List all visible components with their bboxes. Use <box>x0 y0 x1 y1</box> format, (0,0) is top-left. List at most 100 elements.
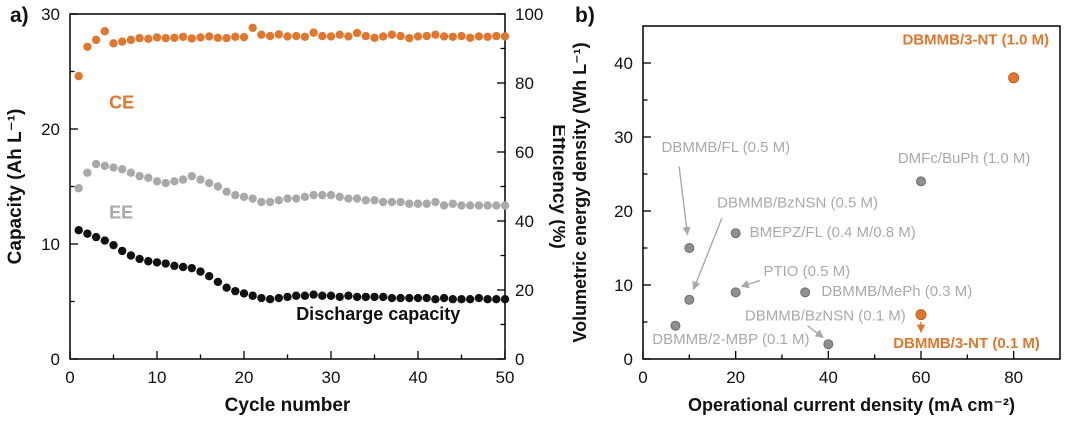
data-point <box>439 32 449 41</box>
leader-arrow <box>692 218 723 291</box>
data-point <box>274 196 283 205</box>
point-label: BMEPZ/FL (0.4 M/0.8 M) <box>750 224 916 241</box>
data-point <box>466 295 475 304</box>
point-label: DBMMB/BzNSN (0.5 M) <box>717 194 878 211</box>
data-point <box>352 194 362 203</box>
data-point <box>344 194 353 203</box>
ee-series <box>74 159 510 210</box>
data-point <box>205 32 214 41</box>
data-point <box>178 262 188 272</box>
data-point <box>118 37 127 46</box>
y-right-tick-label: 0 <box>515 350 524 369</box>
data-point <box>152 177 162 186</box>
data-point <box>466 201 475 210</box>
data-point <box>457 31 466 41</box>
y-axis-left-label: Capacity (Ah L⁻¹) <box>5 109 26 265</box>
series-annotation: EE <box>109 203 133 223</box>
point-label: DBMMB/BzNSN (0.1 M) <box>745 308 906 325</box>
data-point <box>239 192 249 202</box>
x-tick-label: 50 <box>496 368 515 387</box>
data-point <box>379 292 388 302</box>
data-point <box>422 199 431 208</box>
data-point <box>257 293 266 303</box>
y-right-tick-label: 80 <box>515 74 534 93</box>
data-point <box>274 293 283 303</box>
data-point <box>405 33 414 43</box>
y-left-tick-label: 10 <box>41 235 60 254</box>
panel-b-tag: b) <box>575 4 595 27</box>
data-point <box>396 197 405 207</box>
data-point <box>283 32 292 41</box>
data-point <box>413 32 423 41</box>
data-point <box>500 295 510 304</box>
data-point <box>196 267 205 276</box>
panel-b-chart: 0 20 40 60 80 0 10 20 30 40 Operational current de… <box>570 25 1061 415</box>
y-left-tick-label: 30 <box>41 5 60 24</box>
data-point <box>187 171 196 181</box>
data-point <box>126 251 136 260</box>
x-tick-label: 40 <box>409 368 428 387</box>
y-tick-label: 30 <box>614 128 633 147</box>
data-point <box>126 168 136 177</box>
data-point <box>91 159 101 169</box>
data-point <box>492 31 501 41</box>
data-point <box>916 176 926 187</box>
data-point <box>326 32 336 41</box>
data-point <box>448 32 457 41</box>
point-label: DBMMB/FL (0.5 M) <box>662 139 791 156</box>
data-point <box>379 197 388 207</box>
point-label: DBMMB/3-NT (0.1 M) <box>893 335 1040 352</box>
data-point <box>213 182 223 191</box>
data-point <box>387 197 397 207</box>
data-point <box>187 34 196 43</box>
data-point <box>439 201 449 210</box>
data-point <box>405 293 414 303</box>
data-point <box>118 246 127 256</box>
data-point <box>670 320 681 331</box>
x-tick-label: 0 <box>638 368 647 387</box>
data-point <box>335 30 344 39</box>
point-label: PTIO (0.5 M) <box>763 263 850 280</box>
data-point <box>483 201 492 210</box>
data-point <box>292 31 301 41</box>
data-point <box>170 261 179 271</box>
data-point <box>500 201 510 210</box>
data-point <box>684 294 695 305</box>
axes-ticks <box>642 62 1015 360</box>
data-point <box>823 339 834 350</box>
x-tick-label: 80 <box>1004 368 1023 387</box>
data-point <box>178 175 188 184</box>
plot-frame <box>642 25 1061 360</box>
data-point <box>474 293 484 303</box>
data-point <box>483 32 492 41</box>
panel-a-tag: a) <box>10 4 29 27</box>
data-point <box>74 184 83 193</box>
point-label: DBMMB/2-MBP (0.1 M) <box>652 331 809 348</box>
data-point <box>187 263 196 273</box>
data-point <box>161 178 170 188</box>
data-point <box>152 33 162 42</box>
data-point <box>196 33 205 42</box>
data-point <box>361 292 370 302</box>
data-point <box>231 32 240 41</box>
data-point <box>344 291 353 300</box>
data-point <box>396 31 405 41</box>
point-label: DMFc/BuPh (1.0 M) <box>898 150 1031 167</box>
data-point <box>352 292 362 302</box>
data-point <box>74 71 83 81</box>
data-point <box>326 190 336 200</box>
x-tick-label: 20 <box>726 368 745 387</box>
data-point <box>300 192 310 202</box>
data-point <box>431 295 440 304</box>
data-point <box>413 293 423 303</box>
y-left-tick-label: 20 <box>41 120 60 139</box>
data-point <box>196 175 205 184</box>
data-point <box>100 27 110 36</box>
data-point <box>248 194 257 203</box>
data-point <box>457 201 466 210</box>
data-point <box>361 31 370 41</box>
x-tick-label: 10 <box>148 368 167 387</box>
data-point <box>300 291 310 300</box>
